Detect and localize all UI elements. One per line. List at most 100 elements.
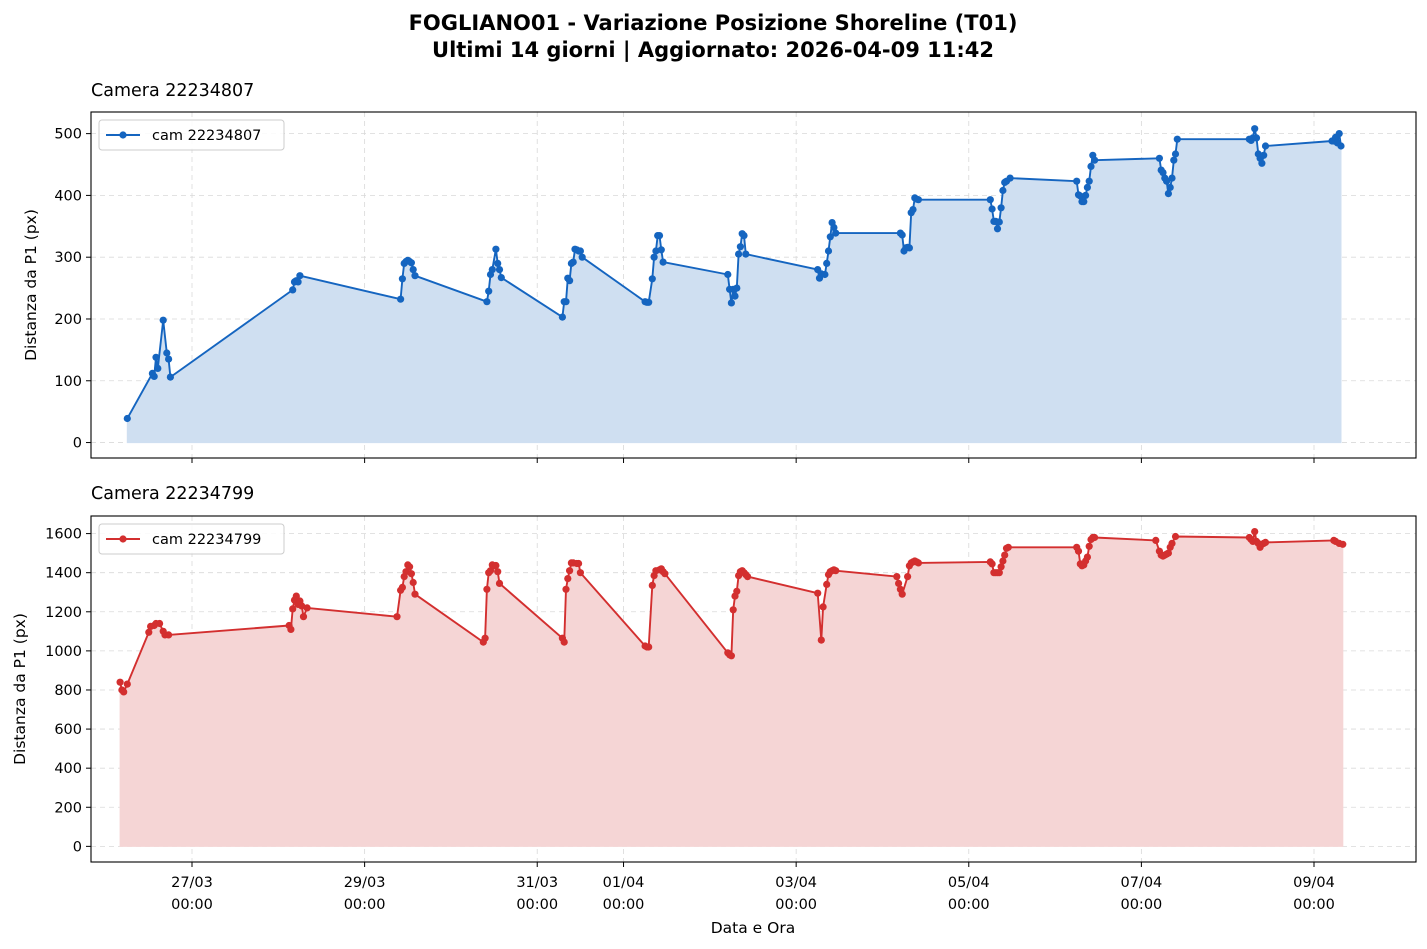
- y-tick-label: 1400: [45, 566, 82, 582]
- data-point: [1085, 542, 1093, 550]
- data-point: [733, 284, 741, 292]
- y-axis-label: Distanza da P1 (px): [11, 613, 29, 765]
- data-point: [558, 313, 567, 321]
- data-point: [398, 275, 406, 283]
- data-point: [1260, 151, 1268, 159]
- data-point: [154, 364, 162, 372]
- data-point: [914, 196, 923, 204]
- x-tick-label-date: 27/03: [171, 875, 213, 891]
- y-tick-label: 300: [54, 250, 82, 266]
- data-point: [986, 196, 994, 204]
- data-point: [116, 678, 124, 686]
- data-point: [1001, 551, 1009, 559]
- data-point: [145, 628, 153, 636]
- data-point: [1164, 190, 1172, 198]
- data-point: [287, 625, 295, 634]
- chart-panel-cam-22234807: 0 100 200 300 400 500 Distanza da P1 (px) cam 2…: [22, 111, 1417, 463]
- data-point: [576, 569, 585, 577]
- legend: cam 22234799: [98, 523, 285, 555]
- data-point: [1083, 553, 1091, 561]
- y-tick-label: 200: [54, 800, 82, 816]
- data-point: [1252, 134, 1261, 142]
- data-point: [294, 278, 302, 286]
- data-point: [661, 570, 669, 578]
- data-point: [1261, 538, 1270, 547]
- data-point: [1085, 177, 1093, 185]
- data-point: [1258, 159, 1266, 167]
- data-point: [1082, 191, 1090, 199]
- data-point: [742, 250, 750, 258]
- y-tick-label: 1000: [45, 644, 82, 660]
- x-tick-label-time: 00:00: [603, 897, 645, 913]
- data-point: [120, 688, 128, 696]
- y-tick-label: 400: [54, 761, 82, 777]
- x-tick-label-date: 29/03: [344, 875, 386, 891]
- data-point: [566, 567, 574, 575]
- data-point: [289, 605, 297, 613]
- data-point: [560, 638, 568, 646]
- data-point: [819, 603, 827, 611]
- data-point: [1170, 156, 1178, 164]
- data-point: [657, 246, 665, 254]
- data-point: [898, 231, 906, 239]
- data-point: [1261, 142, 1270, 150]
- data-point: [123, 680, 131, 688]
- data-point: [150, 372, 158, 380]
- y-tick-label: 1600: [45, 527, 82, 543]
- data-point: [409, 578, 417, 587]
- data-point: [1251, 528, 1259, 536]
- data-point: [909, 206, 917, 214]
- data-point: [411, 590, 419, 598]
- data-point: [826, 233, 834, 241]
- data-point: [652, 247, 660, 255]
- data-point: [562, 585, 570, 593]
- data-point: [1155, 154, 1163, 162]
- data-point: [564, 575, 572, 583]
- data-point: [123, 414, 131, 423]
- data-point: [569, 258, 577, 266]
- x-tick-label-time: 00:00: [948, 897, 990, 913]
- data-point: [905, 244, 914, 252]
- data-point: [823, 259, 831, 267]
- data-point: [566, 277, 574, 285]
- data-point: [409, 266, 417, 274]
- data-point: [497, 274, 505, 282]
- data-point: [303, 604, 311, 612]
- y-axis-label: Distanza da P1 (px): [22, 209, 40, 361]
- data-point: [299, 613, 308, 621]
- x-axis-label: Data e Ora: [711, 919, 795, 937]
- data-point: [645, 643, 653, 651]
- data-point: [494, 568, 502, 576]
- data-point: [492, 561, 500, 570]
- data-point: [492, 245, 500, 253]
- data-point: [393, 613, 401, 621]
- y-tick-label: 600: [54, 722, 82, 738]
- data-point: [893, 573, 901, 581]
- y-tick-label: 1200: [45, 605, 82, 621]
- x-tick-label-date: 09/04: [1293, 875, 1335, 891]
- data-point: [995, 569, 1003, 577]
- data-point: [988, 560, 996, 568]
- data-point: [650, 253, 658, 261]
- data-point: [898, 590, 906, 598]
- data-point: [298, 602, 306, 610]
- x-tick-label-time: 00:00: [344, 897, 386, 913]
- data-point: [1006, 174, 1014, 182]
- data-point: [406, 563, 414, 571]
- y-tick-label: 800: [54, 683, 82, 699]
- data-point: [488, 266, 496, 274]
- legend-marker: [119, 131, 127, 139]
- data-point: [1076, 192, 1084, 200]
- legend-box: [98, 119, 285, 151]
- data-point: [814, 589, 822, 597]
- figure-subtitle: Ultimi 14 giorni | Aggiornato: 2026-04-0…: [432, 38, 994, 63]
- data-point: [993, 225, 1002, 233]
- data-point: [727, 652, 736, 660]
- data-point: [156, 619, 164, 628]
- legend-box: [98, 523, 285, 555]
- data-point: [736, 243, 745, 251]
- data-point: [1091, 156, 1099, 164]
- panel-title-cam-22234807: Camera 22234807: [91, 81, 254, 101]
- data-point: [659, 258, 667, 266]
